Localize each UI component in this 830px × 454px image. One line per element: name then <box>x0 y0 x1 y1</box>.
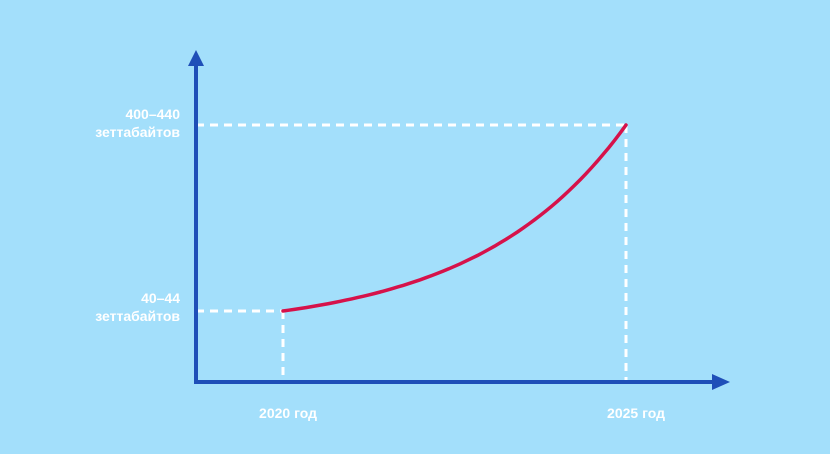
x-tick-label-2020: 2020 год <box>259 405 317 421</box>
y-axis-arrow-icon <box>188 50 204 66</box>
y-tick-label-low-unit: зеттабайтов <box>95 308 180 324</box>
y-tick-label-low-value: 40–44 <box>141 290 180 306</box>
data-curve <box>281 123 628 313</box>
y-tick-label-high-value: 400–440 <box>125 106 180 122</box>
x-axis-arrow-icon <box>712 374 730 390</box>
x-tick-label-2025: 2025 год <box>607 405 665 421</box>
y-tick-label-high: 400–440 зеттабайтов <box>30 105 180 141</box>
guide-lines <box>196 123 628 382</box>
y-tick-label-high-unit: зеттабайтов <box>95 124 180 140</box>
y-tick-label-low: 40–44 зеттабайтов <box>30 289 180 325</box>
